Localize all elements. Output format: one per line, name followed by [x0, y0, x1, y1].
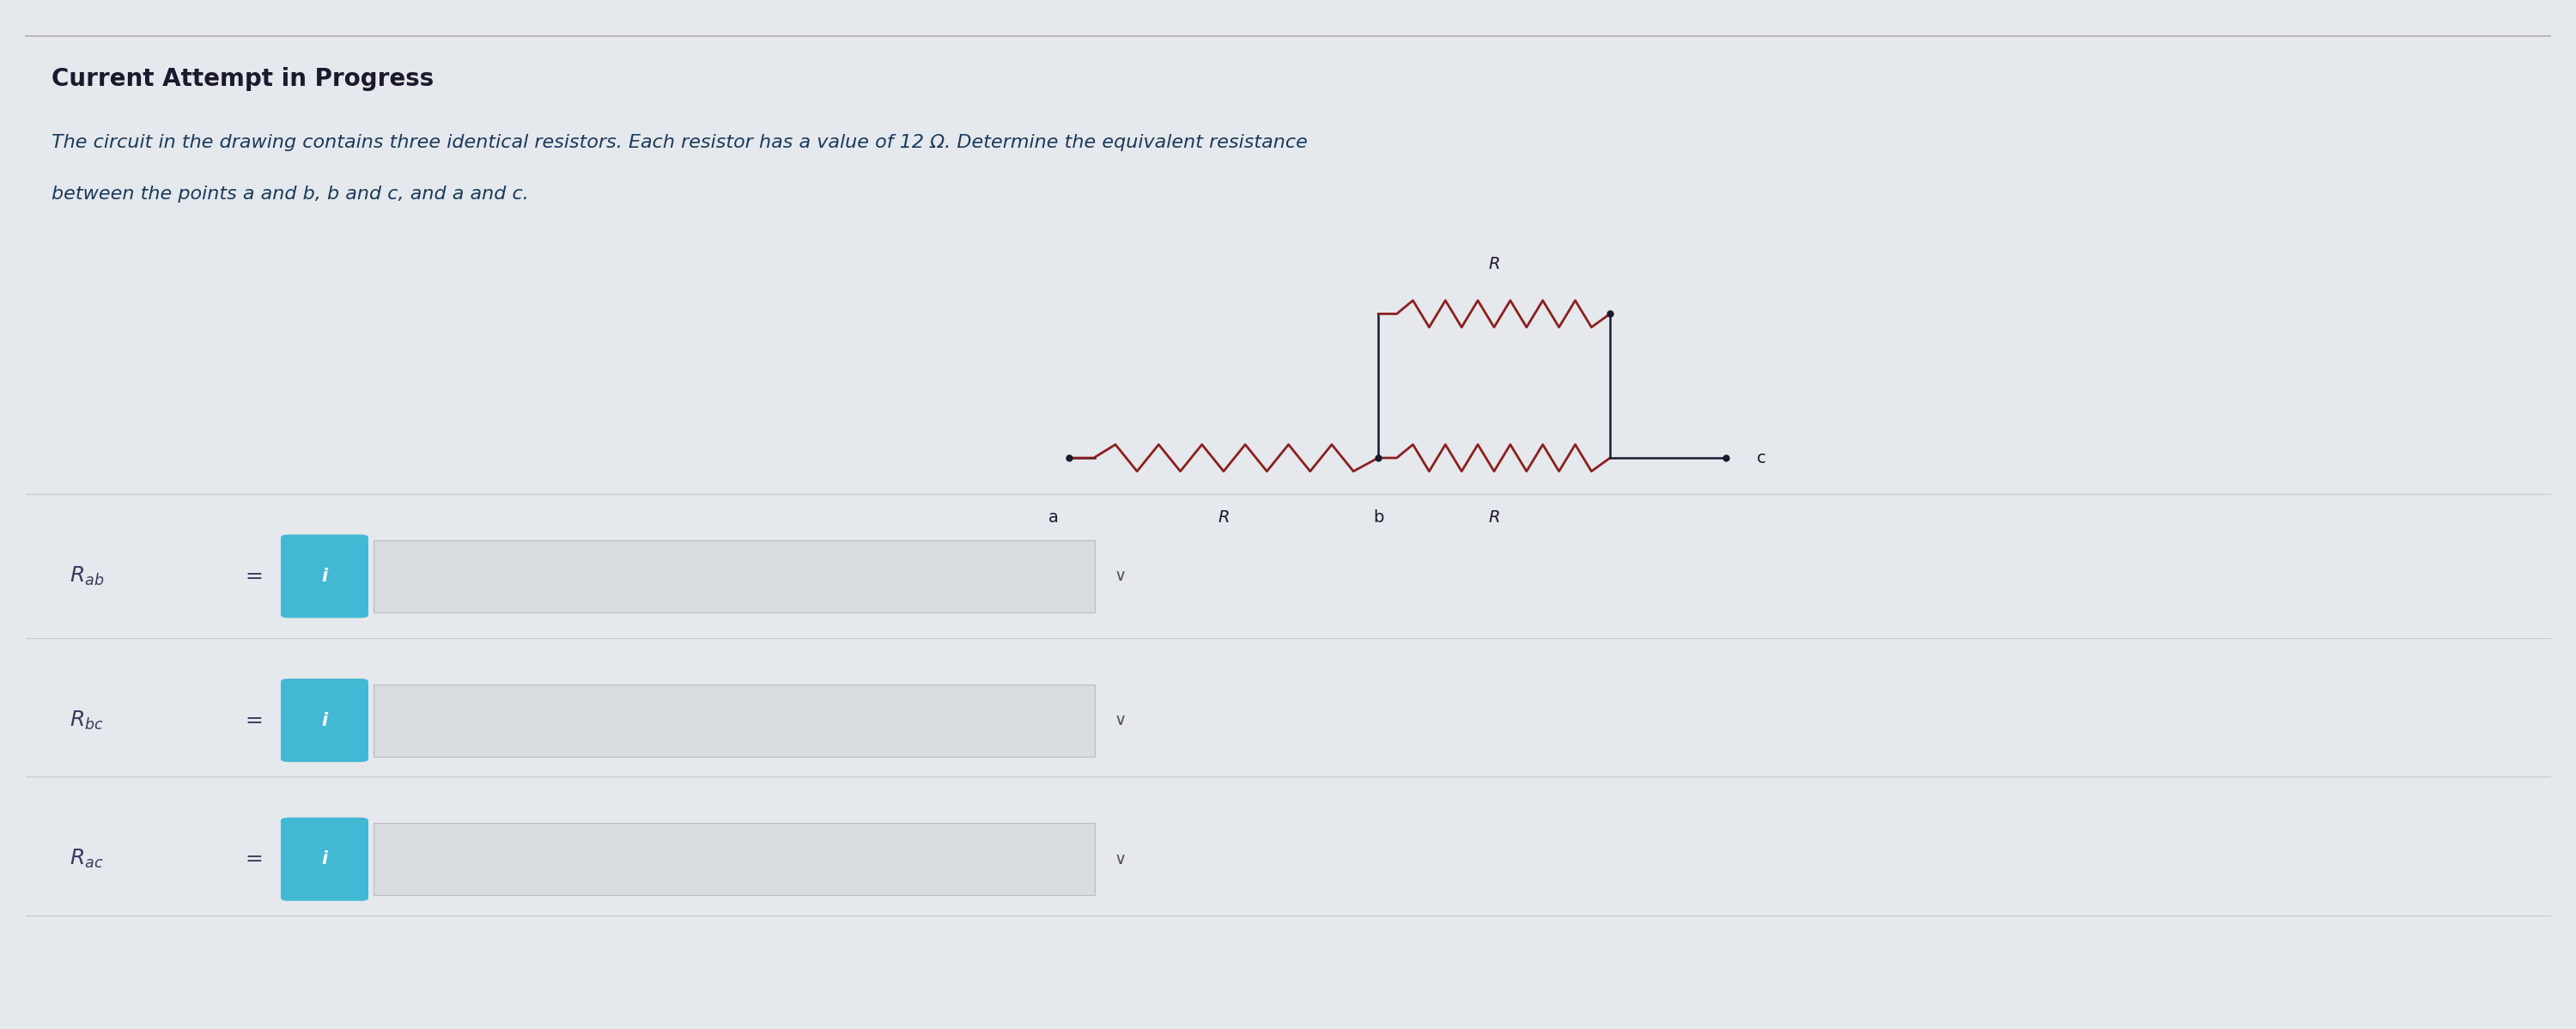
- Text: The circuit in the drawing contains three identical resistors. Each resistor has: The circuit in the drawing contains thre…: [52, 134, 1309, 151]
- Text: ∨: ∨: [1115, 851, 1126, 867]
- Text: R: R: [1489, 509, 1499, 526]
- Text: R: R: [1218, 509, 1229, 526]
- FancyBboxPatch shape: [374, 684, 1095, 756]
- Text: =: =: [245, 566, 263, 587]
- Text: $R_{ab}$: $R_{ab}$: [70, 565, 103, 588]
- Text: a: a: [1048, 509, 1059, 526]
- Text: R: R: [1489, 256, 1499, 273]
- FancyBboxPatch shape: [281, 817, 368, 901]
- FancyBboxPatch shape: [281, 535, 368, 617]
- Text: between the points a and b, b and c, and a and c.: between the points a and b, b and c, and…: [52, 185, 528, 203]
- Text: b: b: [1373, 509, 1383, 526]
- Text: Current Attempt in Progress: Current Attempt in Progress: [52, 67, 433, 91]
- Text: =: =: [245, 710, 263, 731]
- Text: $R_{bc}$: $R_{bc}$: [70, 709, 103, 732]
- Text: i: i: [322, 851, 327, 867]
- FancyBboxPatch shape: [374, 540, 1095, 612]
- Text: c: c: [1757, 450, 1767, 466]
- Text: i: i: [322, 568, 327, 584]
- Text: ∨: ∨: [1115, 712, 1126, 729]
- FancyBboxPatch shape: [281, 679, 368, 761]
- Text: i: i: [322, 712, 327, 729]
- FancyBboxPatch shape: [374, 823, 1095, 895]
- Text: ∨: ∨: [1115, 568, 1126, 584]
- Text: $R_{ac}$: $R_{ac}$: [70, 848, 103, 871]
- Text: =: =: [245, 849, 263, 870]
